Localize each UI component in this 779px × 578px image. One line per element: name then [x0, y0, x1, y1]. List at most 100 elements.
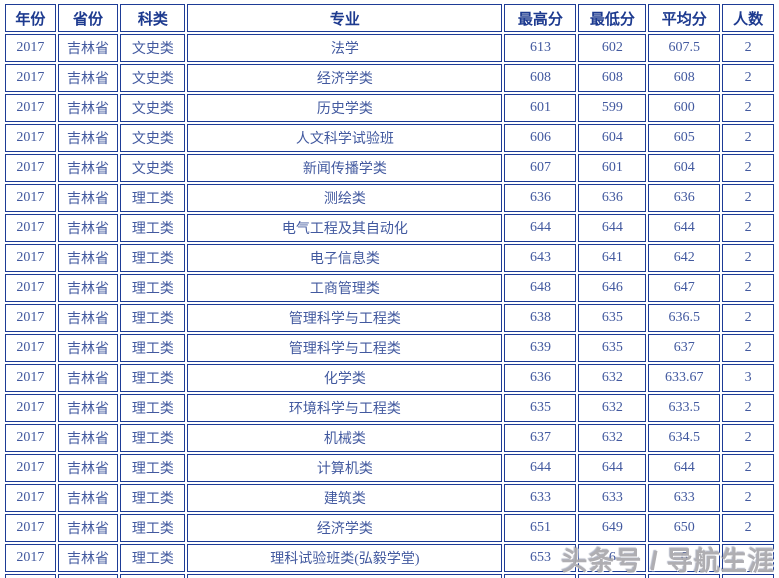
cell-min: 633 [578, 484, 647, 512]
cell-count: 2 [722, 424, 774, 452]
cell-avg: 634.5 [648, 424, 721, 452]
cell-max: 636 [504, 184, 577, 212]
cell-province: 吉林省 [57, 364, 119, 392]
cell-min: 604 [578, 124, 647, 152]
cell-province: 吉林省 [57, 64, 119, 92]
cell-max [504, 574, 577, 578]
cell-count [722, 544, 774, 572]
cell-max: 644 [504, 454, 577, 482]
cell-max: 607 [504, 154, 577, 182]
cell-max: 635 [504, 394, 577, 422]
cell-avg: 650 [648, 514, 721, 542]
cell-count: 2 [722, 304, 774, 332]
admission-scores-table: 年份 省份 科类 专业 最高分 最低分 平均分 人数 2017 吉林省 文史类 法学 613 602 60… [3, 2, 776, 578]
cell-year: 2017 [5, 424, 56, 452]
cell-year: 2017 [5, 94, 56, 122]
cell-avg: 636.5 [648, 304, 721, 332]
cell-category: 理工类 [120, 454, 186, 482]
cell-category: 理工类 [120, 364, 186, 392]
cell-avg: 608 [648, 64, 721, 92]
cell-min: 636 [578, 184, 647, 212]
cell-avg: 6 [648, 544, 721, 572]
cell-avg: 644 [648, 454, 721, 482]
cell-province: 吉林省 [57, 334, 119, 362]
cell-min: 632 [578, 394, 647, 422]
cell-province: 吉林省 [57, 154, 119, 182]
cell-avg: 604 [648, 154, 721, 182]
cell-province: 吉林省 [57, 484, 119, 512]
cell-year: 2017 [5, 304, 56, 332]
cell-category: 理工类 [120, 484, 186, 512]
cell-category: 理工类 [120, 274, 186, 302]
table-row: 2017 吉林省 理工类 经济学类 651 649 650 2 [5, 514, 774, 542]
cell-major: 测绘类 [187, 184, 503, 212]
cell-year: 2017 [5, 214, 56, 242]
cell-category: 理工类 [120, 244, 186, 272]
cell-province: 吉林省 [57, 214, 119, 242]
cell-year: 2017 [5, 394, 56, 422]
cell-category: 理工类 [120, 394, 186, 422]
table-row: 2017 吉林省 文史类 历史学类 601 599 600 2 [5, 94, 774, 122]
cell-year [5, 574, 56, 578]
table-row-partial [5, 574, 774, 578]
cell-major: 电子信息类 [187, 244, 503, 272]
table-row: 2017 吉林省 理工类 工商管理类 648 646 647 2 [5, 274, 774, 302]
cell-count: 2 [722, 154, 774, 182]
cell-count: 2 [722, 214, 774, 242]
cell-count: 2 [722, 454, 774, 482]
cell-avg: 605 [648, 124, 721, 152]
cell-category: 文史类 [120, 34, 186, 62]
table-row: 2017 吉林省 理工类 机械类 637 632 634.5 2 [5, 424, 774, 452]
column-header-province: 省份 [57, 4, 119, 32]
cell-avg: 600 [648, 94, 721, 122]
column-header-max: 最高分 [504, 4, 577, 32]
cell-min: 635 [578, 334, 647, 362]
cell-count: 2 [722, 514, 774, 542]
cell-min: 599 [578, 94, 647, 122]
cell-min: 644 [578, 214, 647, 242]
cell-category: 文史类 [120, 94, 186, 122]
column-header-category: 科类 [120, 4, 186, 32]
table-header-row: 年份 省份 科类 专业 最高分 最低分 平均分 人数 [5, 4, 774, 32]
table-row: 2017 吉林省 文史类 经济学类 608 608 608 2 [5, 64, 774, 92]
cell-avg: 607.5 [648, 34, 721, 62]
cell-min: 632 [578, 364, 647, 392]
table-row: 2017 吉林省 理工类 化学类 636 632 633.67 3 [5, 364, 774, 392]
cell-province: 吉林省 [57, 274, 119, 302]
table-row: 2017 吉林省 理工类 电子信息类 643 641 642 2 [5, 244, 774, 272]
cell-max: 633 [504, 484, 577, 512]
cell-year: 2017 [5, 514, 56, 542]
cell-province: 吉林省 [57, 544, 119, 572]
cell-major: 建筑类 [187, 484, 503, 512]
table-row: 2017 吉林省 理工类 理科试验班类(弘毅学堂) 653 6 6 [5, 544, 774, 572]
cell-max: 653 [504, 544, 577, 572]
cell-max: 648 [504, 274, 577, 302]
table-row: 2017 吉林省 文史类 法学 613 602 607.5 2 [5, 34, 774, 62]
cell-major: 理科试验班类(弘毅学堂) [187, 544, 503, 572]
table-row: 2017 吉林省 理工类 环境科学与工程类 635 632 633.5 2 [5, 394, 774, 422]
cell-max: 613 [504, 34, 577, 62]
cell-avg: 636 [648, 184, 721, 212]
cell-year: 2017 [5, 64, 56, 92]
cell-year: 2017 [5, 544, 56, 572]
cell-count: 2 [722, 244, 774, 272]
cell-min [578, 574, 647, 578]
cell-max: 644 [504, 214, 577, 242]
table-row: 2017 吉林省 理工类 计算机类 644 644 644 2 [5, 454, 774, 482]
cell-province: 吉林省 [57, 304, 119, 332]
cell-year: 2017 [5, 244, 56, 272]
cell-max: 636 [504, 364, 577, 392]
cell-category: 理工类 [120, 544, 186, 572]
cell-province: 吉林省 [57, 34, 119, 62]
cell-province: 吉林省 [57, 454, 119, 482]
cell-major: 电气工程及其自动化 [187, 214, 503, 242]
cell-province: 吉林省 [57, 124, 119, 152]
cell-category: 理工类 [120, 424, 186, 452]
table-row: 2017 吉林省 理工类 电气工程及其自动化 644 644 644 2 [5, 214, 774, 242]
cell-province: 吉林省 [57, 514, 119, 542]
cell-count [722, 574, 774, 578]
cell-category: 理工类 [120, 334, 186, 362]
cell-major: 计算机类 [187, 454, 503, 482]
column-header-year: 年份 [5, 4, 56, 32]
